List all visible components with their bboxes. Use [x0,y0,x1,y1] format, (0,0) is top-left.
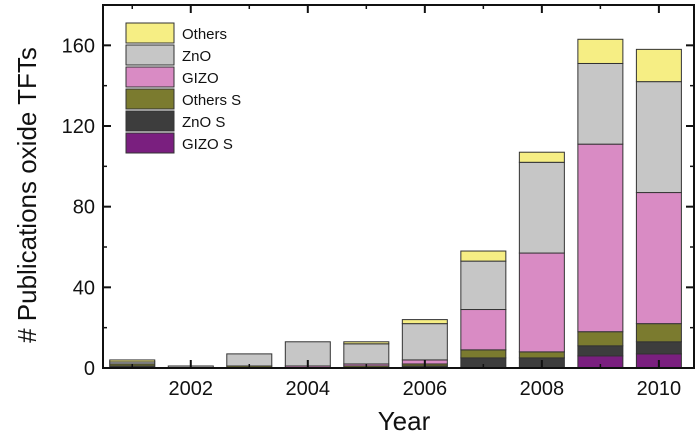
bar-segment-2008-zno [518,161,565,254]
legend-label-others: Others [182,26,227,43]
y-tick-label: 120 [62,116,95,138]
bar-segment-2007-gizo [460,309,507,351]
legend-swatch-others-s [125,88,175,110]
y-tick-label: 80 [73,197,95,219]
bar-segment-2008-others [518,151,565,163]
x-axis-title: Year [378,406,431,435]
bar-segment-2009-zno-s [577,345,624,357]
bar-segment-2001-others [109,359,156,363]
legend-swatch-others [125,22,175,44]
legend-swatch-gizo [125,66,175,88]
bar-segment-2006-zno [401,323,448,361]
y-tick-label: 0 [84,358,95,380]
bar-segment-2009-others [577,38,624,64]
bar-segment-2007-others-s [460,349,507,359]
bar-segment-2008-gizo [518,252,565,353]
x-tick-label: 2002 [169,378,214,400]
bar-segment-2006-others [401,319,448,325]
bar-segment-2010-gizo [635,192,682,325]
bar-segment-2010-zno-s [635,341,682,355]
bar-segment-2010-others-s [635,323,682,343]
y-tick-label: 40 [73,277,95,299]
bar-segment-2009-others-s [577,331,624,347]
legend-swatch-zno [125,44,175,66]
legend-label-zno: ZnO [182,48,211,65]
legend: Others ZnO GIZO Others S ZnO S GIZO S [125,22,241,154]
x-tick-label: 2004 [286,378,331,400]
bar-segment-2005-others [343,341,390,345]
bar-segment-2007-others [460,250,507,262]
x-tick-label: 2008 [520,378,565,400]
legend-label-gizo: GIZO [182,70,219,87]
legend-swatch-zno-s [125,110,175,132]
bars-layer [109,38,682,369]
bar-segment-2005-zno [343,343,390,365]
axes-layer: 0 40 80 120 160 2002 2004 2006 2008 2010 [62,4,695,400]
x-tick-label: 2006 [403,378,448,400]
y-tick-label: 160 [62,35,95,57]
legend-label-others-s: Others S [182,92,241,109]
x-tick-label: 2010 [637,378,682,400]
y-axis-title: # Publications oxide TFTs [12,47,42,343]
bar-segment-2009-gizo [577,143,624,333]
bar-segment-2010-zno [635,81,682,194]
legend-swatch-gizo-s [125,132,175,154]
legend-label-zno-s: ZnO S [182,114,225,131]
plot-frame [102,4,695,369]
legend-label-gizo-s: GIZO S [182,136,233,153]
bar-segment-2010-others [635,48,682,83]
bar-segment-2009-zno [577,62,624,145]
bar-segment-2007-zno [460,260,507,311]
bar-segment-2008-others-s [518,351,565,359]
